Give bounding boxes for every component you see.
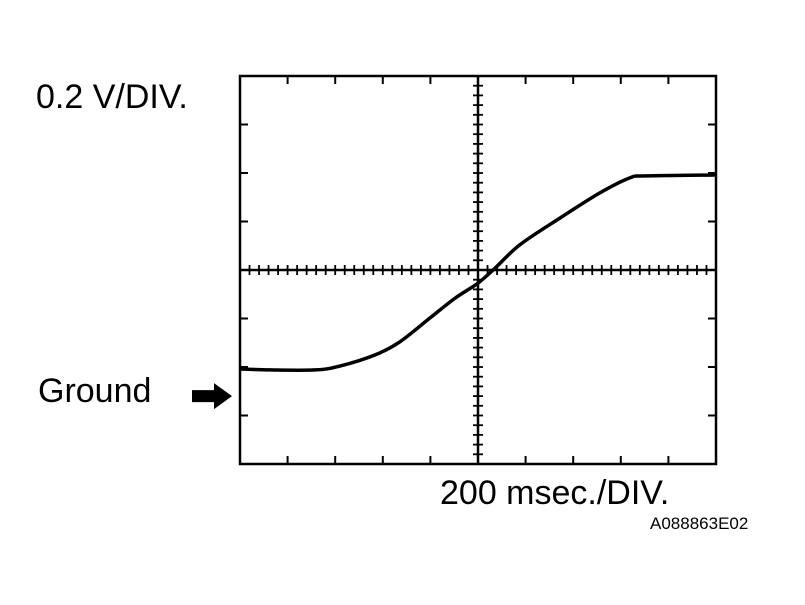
ground-arrow-icon — [192, 383, 232, 410]
figure-code: A088863E02 — [650, 514, 749, 533]
ground-label: Ground — [38, 372, 152, 410]
vertical-scale-label: 0.2 V/DIV. — [36, 78, 188, 116]
grid — [238, 74, 718, 466]
waveform-trace — [239, 173, 717, 372]
horizontal-scale-label: 200 msec./DIV. — [440, 474, 670, 512]
